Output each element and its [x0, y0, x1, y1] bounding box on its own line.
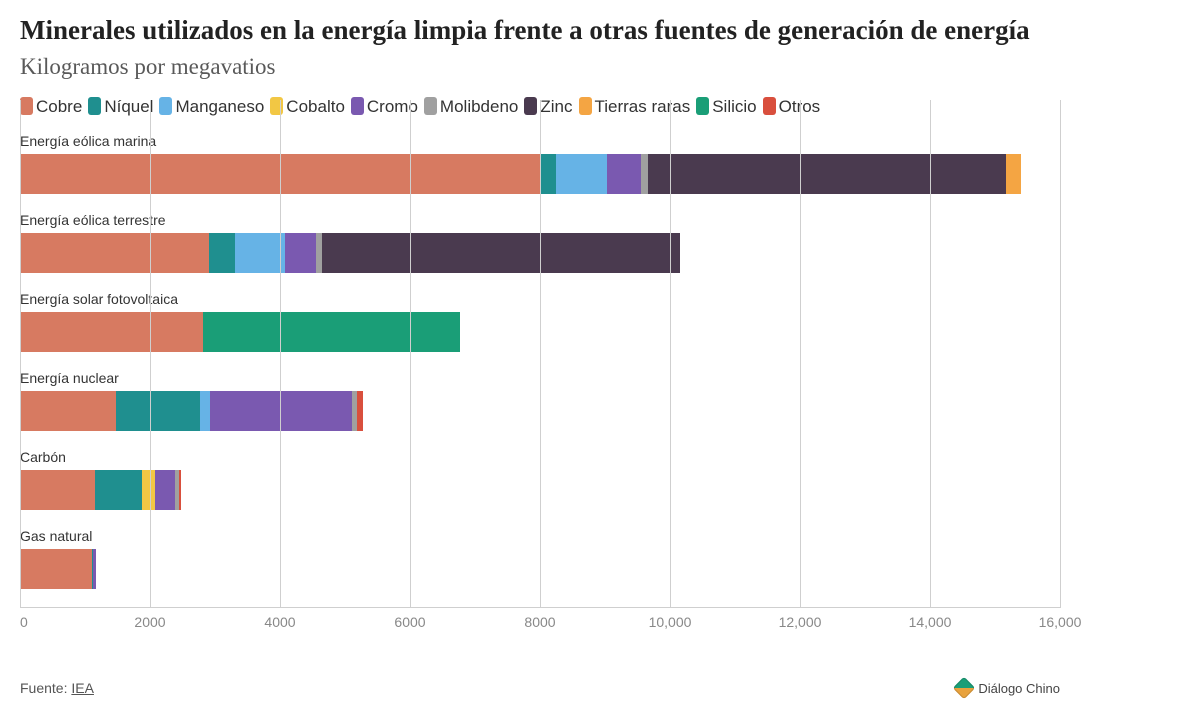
bar-segment [20, 233, 209, 273]
bar-segment [203, 312, 460, 352]
bar-segment [209, 233, 235, 273]
legend-swatch [579, 97, 592, 115]
legend-item: Cobre [20, 94, 82, 120]
axis-tick-label: 12,000 [779, 614, 822, 630]
gridline [150, 100, 151, 608]
chart-subtitle: Kilogramos por megavatios [20, 54, 1180, 80]
bar-segment [20, 391, 116, 431]
legend-item: Cobalto [270, 94, 345, 120]
gridline [540, 100, 541, 608]
gridline [930, 100, 931, 608]
gridline [20, 100, 21, 608]
chart-title: Minerales utilizados en la energía limpi… [20, 14, 1180, 48]
bar-segment [20, 312, 203, 352]
axis-tick-label: 10,000 [649, 614, 692, 630]
legend-swatch [20, 97, 33, 115]
legend-swatch [270, 97, 283, 115]
legend-swatch [159, 97, 172, 115]
axis-tick-label: 8000 [524, 614, 555, 630]
legend-label: Cobre [36, 97, 82, 116]
bar-segment [648, 154, 1006, 194]
gridline [670, 100, 671, 608]
legend-item: Manganeso [159, 94, 264, 120]
bar-segment [322, 233, 680, 273]
legend-label: Silicio [712, 97, 756, 116]
gridline [1060, 100, 1061, 608]
bar-segment [235, 233, 286, 273]
bar-segment [200, 391, 210, 431]
legend-label: Tierras raras [595, 97, 691, 116]
legend-label: Molibdeno [440, 97, 518, 116]
plot-area: Energía eólica marinaEnergía eólica terr… [20, 133, 1060, 670]
brand-icon [953, 677, 976, 700]
x-axis: 0200040006000800010,00012,00014,00016,00… [20, 607, 1060, 636]
axis-tick-label: 0 [20, 614, 28, 630]
legend-swatch [763, 97, 776, 115]
gridline [280, 100, 281, 608]
source-line: Fuente: IEA [20, 680, 94, 696]
axis-tick-label: 16,000 [1039, 614, 1082, 630]
bar-segment [20, 549, 92, 589]
bar-segment [285, 233, 316, 273]
axis-tick-label: 6000 [394, 614, 425, 630]
legend-item: Cromo [351, 94, 418, 120]
source-link[interactable]: IEA [71, 680, 94, 696]
legend-label: Níquel [104, 97, 153, 116]
axis-tick-label: 14,000 [909, 614, 952, 630]
gridline [800, 100, 801, 608]
bar-segment [116, 391, 200, 431]
bar-segment [607, 154, 641, 194]
legend-swatch [88, 97, 101, 115]
legend-item: Silicio [696, 94, 756, 120]
bar-segment [357, 391, 363, 431]
footer: Fuente: IEA Diálogo Chino [20, 680, 1060, 696]
legend-swatch [351, 97, 364, 115]
bar-segment [1006, 154, 1022, 194]
gridline [410, 100, 411, 608]
bar-segment [155, 470, 175, 510]
brand: Diálogo Chino [956, 680, 1060, 696]
legend-label: Cobalto [286, 97, 345, 116]
legend-item: Níquel [88, 94, 153, 120]
legend-label: Manganeso [175, 97, 264, 116]
bar-segment [95, 470, 142, 510]
legend-item: Zinc [524, 94, 572, 120]
source-prefix: Fuente: [20, 680, 71, 696]
axis-tick-label: 2000 [134, 614, 165, 630]
bar-segment [540, 154, 556, 194]
bar-segment [641, 154, 648, 194]
legend-item: Otros [763, 94, 821, 120]
bar-segment [179, 470, 181, 510]
brand-label: Diálogo Chino [978, 681, 1060, 696]
legend: Cobre Níquel Manganeso Cobalto Cromo Molibden… [20, 94, 1180, 120]
bar-segment [556, 154, 607, 194]
axis-tick-label: 4000 [264, 614, 295, 630]
legend-item: Tierras raras [579, 94, 691, 120]
legend-swatch [696, 97, 709, 115]
bar-segment [20, 470, 95, 510]
bar-segment [142, 470, 155, 510]
legend-swatch [524, 97, 537, 115]
chart-container: Minerales utilizados en la energía limpi… [0, 0, 1200, 712]
legend-label: Zinc [540, 97, 572, 116]
legend-item: Molibdeno [424, 94, 518, 120]
legend-swatch [424, 97, 437, 115]
